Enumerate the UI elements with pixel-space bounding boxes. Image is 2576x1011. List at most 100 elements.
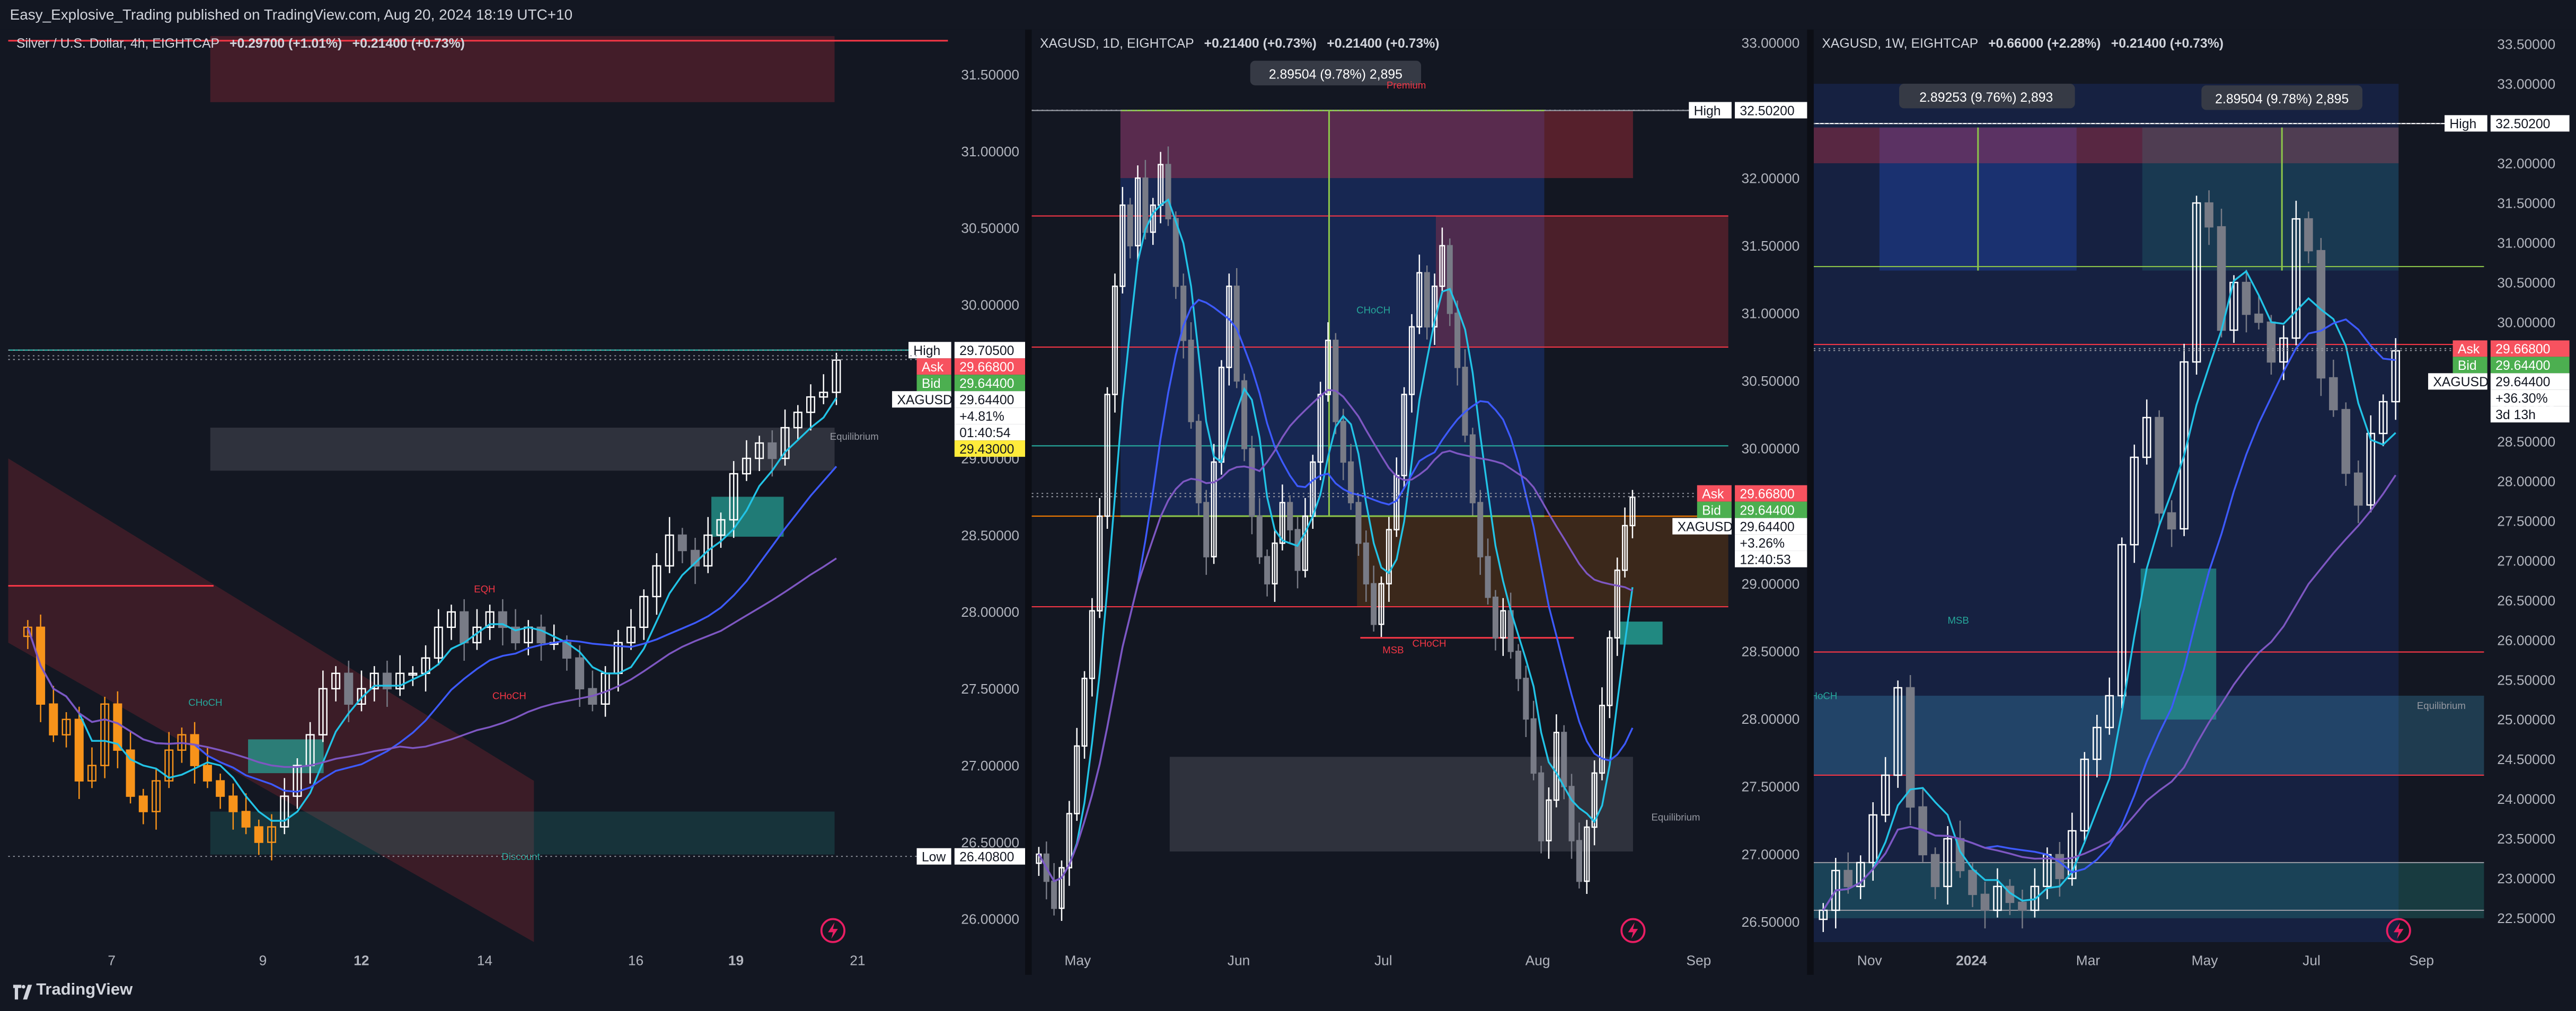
price-tag-extra-bg (2490, 389, 2570, 406)
candle-body (1081, 678, 1088, 747)
candle-body (1980, 893, 1990, 911)
candle-body (1614, 569, 1620, 638)
chart-annotation: Equilibrium (2417, 700, 2466, 711)
chart-annotation: CHoCH (1356, 305, 1390, 316)
candle-body (254, 826, 263, 843)
chart-annotation: Equilibrium (1652, 812, 1700, 823)
chart-annotation: CHoCH (1413, 637, 1446, 649)
price-tick-label: 24.00000 (2497, 791, 2555, 807)
candle-body (1264, 556, 1271, 584)
candle-body (331, 672, 341, 689)
chart-pane-4h[interactable]: EQH CHoCH CHoCH Equilibrium Discount 31.50000… (8, 29, 1026, 975)
legend-change-1: +0.21400 (+0.73%) (1204, 36, 1317, 51)
pane-divider[interactable] (1025, 29, 1032, 975)
candle-body (1424, 272, 1430, 328)
chart-annotation: CHoCH (1814, 690, 1837, 701)
candle-body (2167, 512, 2176, 530)
candle-body (2254, 313, 2263, 323)
candle-body (2266, 321, 2276, 363)
price-tick-label: 32.00000 (1741, 170, 1799, 186)
candle-body (729, 473, 738, 521)
candle-body (485, 611, 495, 628)
candle-body (293, 765, 302, 797)
time-tick-label: Jun (1228, 952, 1250, 968)
candle-body (1868, 814, 1877, 864)
candle-body (1856, 862, 1865, 888)
price-tag-value-bg (2490, 373, 2570, 390)
lightning-icon[interactable] (1620, 918, 1646, 943)
time-tick-label: 2024 (1956, 952, 1987, 968)
time-tick-label: Sep (2409, 952, 2434, 968)
measure-label-bg (2201, 85, 2363, 110)
footer-brand[interactable]: TradingView (36, 981, 133, 1000)
legend-change-2: +0.21400 (+0.73%) (352, 36, 465, 51)
chart-canvas-4h[interactable]: EQHCHoCHCHoCHEquilibriumDiscount31.50000… (8, 30, 1026, 975)
legend-1d: XAGUSD, 1D, EIGHTCAP +0.21400 (+0.73%) +… (1040, 36, 1440, 51)
chart-annotation: MSB (1947, 615, 1969, 626)
candle-body (1538, 772, 1545, 841)
time-tick-label: 9 (259, 952, 267, 968)
candle-body (1485, 556, 1491, 598)
candle-body (216, 780, 225, 797)
candle-body (1477, 502, 1484, 557)
candle-body (267, 826, 276, 843)
candle-body (767, 442, 777, 459)
chart-pane-1d[interactable]: 2.89504 (9.78%) 2,895 Premium CHoCH MSB CHoC… (1031, 29, 1807, 975)
lightning-icon[interactable] (820, 918, 846, 943)
price-tag-label-bg (1697, 501, 1732, 518)
candle-body (601, 672, 610, 705)
candle-body (2180, 361, 2189, 530)
price-tag-value-bg (2490, 357, 2570, 374)
candle-body (2279, 337, 2288, 363)
price-tag-label: XAGUSD (897, 393, 952, 407)
price-tick-label: 30.50000 (961, 220, 1019, 236)
bearish-channel (8, 458, 534, 942)
price-tag-label-bg (1689, 102, 1732, 119)
candle-body (2366, 432, 2376, 506)
candle-body (716, 519, 726, 536)
tradingview-logo-icon[interactable] (13, 985, 33, 1000)
candle-body (2142, 416, 2151, 458)
price-tag-value-bg (1735, 485, 1807, 502)
pane-divider[interactable] (1807, 29, 1814, 975)
candle-body (1401, 394, 1407, 476)
price-tick-label: 25.00000 (2497, 712, 2555, 728)
candle-body (2068, 830, 2077, 880)
candle-body (1218, 367, 1225, 463)
candle-body (1355, 502, 1362, 544)
candle-body (1881, 774, 1890, 816)
supply-zone (1435, 216, 1728, 348)
price-tick-label: 26.00000 (961, 911, 1019, 927)
lightning-icon[interactable] (2386, 918, 2411, 943)
candle-body (1386, 529, 1392, 584)
legend-change-2: +0.21400 (+0.73%) (1327, 36, 1440, 51)
price-tick-label: 28.50000 (961, 527, 1019, 543)
price-tag-value-bg (954, 358, 1026, 375)
discount-zone (1813, 862, 2484, 918)
candle-body (652, 565, 661, 598)
price-tag-label-bg (2428, 373, 2487, 390)
price-tag-label: High (913, 344, 940, 358)
candle-body (575, 657, 585, 689)
candle-body (1930, 854, 1940, 888)
candle-body (2354, 472, 2363, 506)
price-tick-label: 30.50000 (1741, 373, 1799, 389)
price-tag-label-bg (892, 391, 951, 408)
candle-body (2291, 218, 2301, 339)
candle-body (1993, 885, 2002, 911)
price-tag-value: 29.64400 (959, 377, 1014, 391)
chart-canvas-1w[interactable]: 2.89253 (9.76%) 2,893 2.89504 (9.78%) 2,8… (1813, 30, 2576, 975)
measure-zone (2142, 127, 2399, 271)
price-tick-label: 29.00000 (1741, 576, 1799, 592)
price-tag-label: High (2449, 117, 2476, 131)
chart-pane-1w[interactable]: 2.89253 (9.76%) 2,893 2.89504 (9.78%) 2,8… (1813, 29, 2576, 975)
price-tag-value: 26.40800 (959, 850, 1014, 865)
demand-block (711, 496, 784, 537)
candle-body (1591, 772, 1598, 828)
candle-body (1066, 813, 1072, 868)
legend-change-1: +0.66000 (+2.28%) (1988, 36, 2101, 51)
moving-average-line (1038, 198, 1634, 883)
candle-body (1546, 799, 1552, 841)
candle-body (138, 795, 148, 812)
